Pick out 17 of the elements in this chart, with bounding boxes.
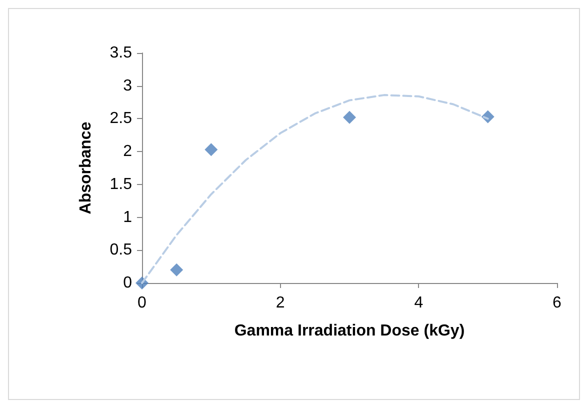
x-tick-label: 4 [414, 294, 424, 312]
x-tick-label: 2 [276, 294, 285, 312]
y-tick-label: 1.5 [110, 176, 132, 193]
y-tick-label: 1 [123, 208, 132, 226]
x-axis-title: Gamma Irradiation Dose (kGy) [234, 322, 465, 340]
y-tick-label: 0 [123, 274, 132, 292]
y-tick-label: 3 [123, 77, 132, 94]
x-tick-label: 6 [552, 294, 562, 312]
y-tick-label: 0.5 [110, 242, 132, 259]
point [204, 143, 218, 156]
y-axis-title: Absorbance [78, 122, 94, 214]
y-tick-label: 2.5 [110, 110, 132, 128]
point [170, 263, 184, 276]
point [343, 110, 356, 124]
x-tick-label: 0 [138, 294, 147, 312]
y-tick-label: 2 [123, 143, 132, 160]
y-tick-label: 3.5 [110, 44, 132, 62]
